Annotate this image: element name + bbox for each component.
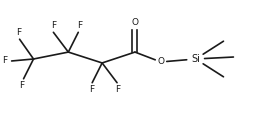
- Text: F: F: [51, 21, 56, 30]
- Text: F: F: [77, 21, 82, 30]
- Text: F: F: [2, 57, 7, 65]
- Text: F: F: [16, 28, 21, 37]
- Text: F: F: [19, 81, 24, 90]
- Text: Si: Si: [191, 54, 200, 64]
- Text: F: F: [89, 85, 94, 94]
- Text: O: O: [132, 18, 138, 27]
- Text: F: F: [116, 85, 121, 94]
- Text: O: O: [157, 57, 164, 66]
